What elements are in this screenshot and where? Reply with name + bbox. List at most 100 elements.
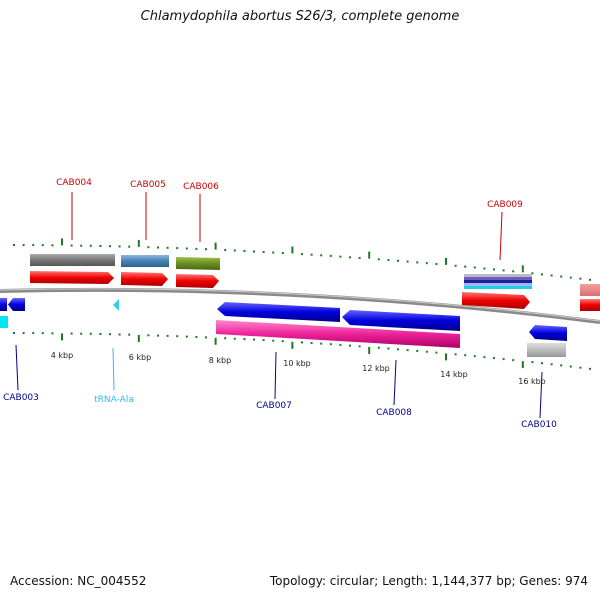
scale-dot xyxy=(109,333,111,336)
scale-dot xyxy=(512,270,515,273)
genome-summary-text: Topology: circular; Length: 1,144,377 bp… xyxy=(269,574,588,588)
scale-dot xyxy=(416,349,419,352)
scale-dot xyxy=(397,348,399,351)
scale-dot xyxy=(166,334,169,337)
scale-dot xyxy=(358,345,361,348)
cab010-label[interactable]: CAB010 xyxy=(521,420,557,430)
cab010-gray-feature[interactable] xyxy=(527,343,566,357)
scale-tick xyxy=(445,257,447,265)
scale-dot xyxy=(464,354,467,357)
cab004-feature[interactable] xyxy=(30,254,115,266)
scale-dot xyxy=(157,246,159,249)
scale-dot xyxy=(51,332,54,335)
cab007-pink-feature[interactable] xyxy=(216,320,460,348)
scale-tick xyxy=(368,251,371,259)
genome-backbone-highlight xyxy=(0,288,600,322)
scale-label-10kbp: 10 kbp xyxy=(283,359,311,368)
scale-tick xyxy=(291,246,294,254)
scale-dot xyxy=(147,246,150,249)
scale-tick xyxy=(214,242,217,250)
scale-dot xyxy=(253,250,255,253)
scale-dot xyxy=(339,343,342,346)
cab009-label[interactable]: CAB009 xyxy=(487,200,523,210)
scale-dot xyxy=(483,356,486,359)
scale-dot xyxy=(387,347,390,350)
cab005-label[interactable]: CAB005 xyxy=(130,180,166,190)
scale-tick xyxy=(368,347,371,354)
scale-dot xyxy=(281,252,284,254)
scale-dot xyxy=(569,365,572,368)
trna-ala-label[interactable]: tRNA-Ala xyxy=(94,395,134,405)
cab004-cds-arrow[interactable] xyxy=(30,271,114,284)
scale-label-12kbp: 12 kbp xyxy=(362,364,390,373)
cab006-label[interactable]: CAB006 xyxy=(183,182,219,192)
scale-dot xyxy=(454,264,457,267)
cab003-feature-a[interactable] xyxy=(0,298,7,311)
cab003-cyan-feature[interactable] xyxy=(0,316,8,328)
cab008-leader xyxy=(393,359,397,406)
trna-ala-feature[interactable] xyxy=(113,299,119,311)
cab004-label[interactable]: CAB004 xyxy=(56,178,92,188)
scale-dot xyxy=(589,367,591,370)
cab008-cds-arrow[interactable] xyxy=(342,310,460,331)
scale-dot xyxy=(185,247,188,250)
scale-dot xyxy=(339,255,342,258)
scale-dot xyxy=(32,244,35,247)
cab007-leader xyxy=(274,351,277,400)
scale-dot xyxy=(301,253,303,256)
scale-label-16kbp: 16 kbp xyxy=(518,377,546,386)
scale-dot xyxy=(32,332,35,335)
scale-dot xyxy=(349,344,351,347)
right-edge-cds[interactable] xyxy=(580,299,600,311)
scale-dot xyxy=(425,262,428,265)
scale-dot xyxy=(272,251,275,254)
scale-dot xyxy=(41,244,44,247)
scale-label-14kbp: 14 kbp xyxy=(440,370,468,379)
scale-dot xyxy=(109,245,111,248)
scale-dot xyxy=(473,266,476,269)
scale-dot xyxy=(425,350,428,353)
cab005-cds-arrow[interactable] xyxy=(121,272,168,286)
right-edge-feature-upper[interactable] xyxy=(580,284,600,296)
scale-dot xyxy=(512,359,515,362)
cab003-label[interactable]: CAB003 xyxy=(3,393,39,403)
cab003-leader xyxy=(15,344,19,391)
cab007-label[interactable]: CAB007 xyxy=(256,401,292,411)
accession-text: Accession: NC_004552 xyxy=(10,574,147,588)
scale-tick xyxy=(445,353,447,361)
cab008-label[interactable]: CAB008 xyxy=(376,408,412,418)
scale-dot xyxy=(502,358,505,361)
scale-dot xyxy=(531,361,534,364)
label-leaders xyxy=(15,192,543,419)
scale-dot xyxy=(589,278,591,281)
cab005-feature[interactable] xyxy=(121,255,169,267)
scale-dot xyxy=(89,332,92,335)
scale-label-6kbp: 6 kbp xyxy=(129,353,151,362)
scale-dot xyxy=(13,332,15,334)
scale-dot xyxy=(435,263,438,265)
scale-dot xyxy=(387,259,390,262)
scale-dot xyxy=(272,339,275,342)
cab006-feature[interactable] xyxy=(176,257,220,270)
scale-dot xyxy=(377,258,380,261)
cab006-cds-arrow[interactable] xyxy=(176,274,219,288)
scale-dot xyxy=(22,332,25,335)
cab003-feature-b[interactable] xyxy=(8,298,25,311)
scale-dot xyxy=(233,249,236,252)
cab009-feature[interactable] xyxy=(464,274,532,289)
cab010-cds-arrow[interactable] xyxy=(529,325,567,341)
scale-dot xyxy=(531,272,534,275)
scale-dot xyxy=(243,250,246,252)
scale-tick xyxy=(137,335,140,342)
scale-dot xyxy=(205,336,207,339)
scale-dot xyxy=(329,343,332,346)
cab007-cds-arrow[interactable] xyxy=(217,302,340,322)
cab009-cds-arrow[interactable] xyxy=(462,292,530,309)
scale-dot xyxy=(195,336,198,338)
scale-dot xyxy=(320,342,323,345)
scale-dot xyxy=(358,256,361,259)
scale-dot xyxy=(541,273,543,276)
scale-label-4kbp: 4 kbp xyxy=(51,351,73,360)
scale-dot xyxy=(80,244,83,247)
scale-dot xyxy=(89,244,92,247)
